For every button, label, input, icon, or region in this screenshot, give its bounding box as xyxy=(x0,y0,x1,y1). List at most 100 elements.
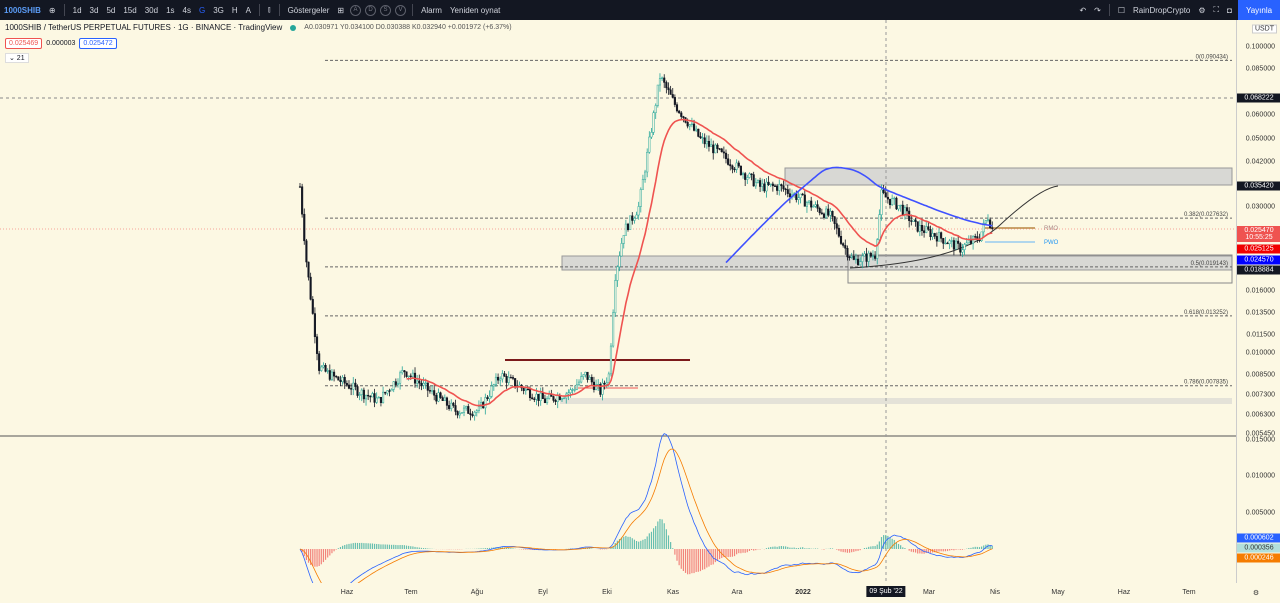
candle-body xyxy=(347,384,351,389)
candle-body xyxy=(524,388,527,392)
candle-body xyxy=(403,370,406,373)
interval-4s[interactable]: 4s xyxy=(182,5,191,15)
interval-1s[interactable]: 1s xyxy=(166,5,175,15)
interval-A[interactable]: A xyxy=(245,5,251,15)
price-axis[interactable]: USDT 0.100000 0.085000 0.060000 0.050000 0.0… xyxy=(1236,20,1280,583)
candle-body xyxy=(490,385,493,397)
candle-body xyxy=(531,397,534,400)
price-tick: 0.013500 xyxy=(1245,309,1275,317)
interval-15d[interactable]: 15d xyxy=(123,5,137,15)
candle-body xyxy=(452,402,455,406)
candle-body xyxy=(644,171,647,180)
interval-30d[interactable]: 30d xyxy=(144,5,159,15)
camera-icon[interactable]: ◘ xyxy=(1227,5,1232,15)
candle-body xyxy=(825,208,828,218)
interval-3G[interactable]: 3G xyxy=(213,5,224,15)
user-menu[interactable]: RainDropCrypto xyxy=(1133,5,1191,15)
redo-icon[interactable]: ↷ xyxy=(1094,5,1101,15)
interval-1d[interactable]: 1d xyxy=(72,5,82,15)
candle-body xyxy=(852,256,855,260)
replay-button[interactable]: Yeniden oynat xyxy=(449,5,501,15)
templates-icon[interactable]: ⊞ xyxy=(337,5,345,15)
candle-body xyxy=(818,207,821,214)
interval-3d[interactable]: 3d xyxy=(89,5,99,15)
candle-body xyxy=(399,372,402,384)
price-tick: 0.050000 xyxy=(1245,135,1275,143)
candle-body xyxy=(560,398,564,401)
candle-body xyxy=(586,371,589,380)
candle-body xyxy=(563,397,566,400)
add-symbol-icon[interactable]: ⊕ xyxy=(48,5,56,15)
buy-price[interactable]: 0.025472 xyxy=(79,38,117,49)
time-axis[interactable]: Haz Tem Ağu Eyl Eki Kas Ara 2022 Mar Nis May Haz Tem… xyxy=(0,583,1259,603)
price-badge: 0.068222 xyxy=(1237,93,1280,103)
collapse-indicators-button[interactable]: ⌄ 21 xyxy=(5,53,29,63)
candle-body xyxy=(303,213,306,242)
layout-S-button[interactable]: S xyxy=(380,5,392,16)
interval-G[interactable]: G xyxy=(198,5,206,15)
candle-body xyxy=(865,253,868,262)
candle-body xyxy=(661,77,664,79)
currency-select[interactable]: USDT xyxy=(1251,24,1277,34)
candle-body xyxy=(656,84,659,106)
pivot-pwo-label: PWO xyxy=(1044,240,1059,246)
candle-body xyxy=(965,242,968,245)
indicators-button[interactable]: Göstergeler xyxy=(287,5,330,15)
candle-body xyxy=(307,261,310,278)
candle-body xyxy=(580,376,583,383)
undo-icon[interactable]: ↶ xyxy=(1079,5,1087,15)
support-zone xyxy=(561,255,1233,271)
time-tick: Ağu xyxy=(470,589,484,596)
candle-body xyxy=(986,219,990,221)
candle-body xyxy=(546,398,549,403)
candle-body xyxy=(556,395,559,402)
macd-tick: 0.005000 xyxy=(1245,509,1275,516)
candle-body xyxy=(607,373,610,383)
candle-body xyxy=(535,393,538,400)
interval-5d[interactable]: 5d xyxy=(106,5,116,15)
candle-body xyxy=(886,196,889,200)
candle-body xyxy=(362,389,365,400)
layout-V-button[interactable]: V xyxy=(395,5,407,16)
settings-icon[interactable]: ⚙ xyxy=(1198,5,1206,15)
interval-H[interactable]: H xyxy=(231,5,238,15)
price-tick: 0.008500 xyxy=(1245,371,1275,379)
chart-canvas[interactable]: 0(0.090434) 0.382(0.027632) 0.5(0.019143) 0… xyxy=(0,0,1236,583)
macd-tick: 0.010000 xyxy=(1245,472,1275,480)
layout-D-button[interactable]: D xyxy=(365,5,377,16)
candle-body xyxy=(439,392,442,398)
candle-body xyxy=(914,219,917,222)
price-tick: 0.030000 xyxy=(1245,203,1275,211)
moving-average-line xyxy=(725,166,993,264)
candle-body xyxy=(695,128,698,131)
chart-type-icon[interactable]: ⫾ xyxy=(268,5,271,14)
candle-body xyxy=(514,378,517,387)
publish-button[interactable]: Yayınla xyxy=(1238,0,1280,20)
candle-body xyxy=(324,365,327,372)
sell-price[interactable]: 0.025469 xyxy=(5,38,43,49)
candle-body xyxy=(710,144,713,147)
candle-body xyxy=(543,398,547,403)
candle-body xyxy=(486,397,489,399)
fullscreen-icon[interactable]: ⛶ xyxy=(1213,5,1220,14)
candle-body xyxy=(420,382,423,386)
alarm-button[interactable]: Alarm xyxy=(421,5,442,15)
symbol-search[interactable]: 1000SHIB xyxy=(4,5,41,15)
layout-A-button[interactable]: A xyxy=(350,5,362,16)
candle-body xyxy=(431,390,434,392)
candle-body xyxy=(305,240,308,263)
candle-body xyxy=(906,207,909,212)
candle-body xyxy=(371,393,374,398)
layout-icon[interactable]: ☐ xyxy=(1117,5,1126,15)
candle-body xyxy=(390,389,393,392)
candle-body xyxy=(626,223,630,230)
candle-body xyxy=(680,112,683,117)
candle-body xyxy=(688,124,691,127)
candle-body xyxy=(944,242,947,245)
fib-label: 0.786(0.007835) xyxy=(1184,380,1228,386)
candle-body xyxy=(850,256,853,258)
candle-body xyxy=(916,221,919,232)
candle-body xyxy=(571,389,574,391)
axis-settings-icon[interactable]: ⚙ xyxy=(1252,590,1260,597)
candle-body xyxy=(859,261,862,266)
